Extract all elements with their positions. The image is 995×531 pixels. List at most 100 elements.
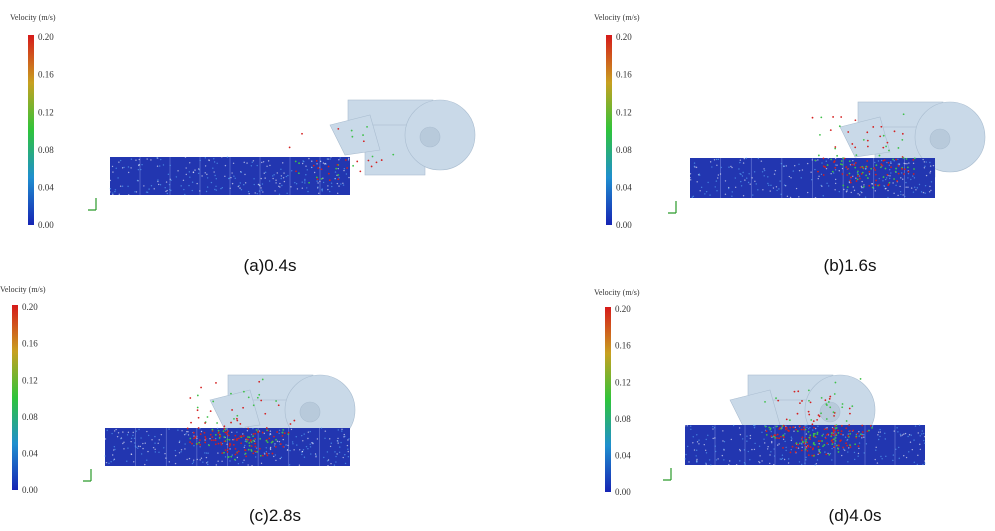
particle	[328, 166, 330, 168]
particle	[312, 443, 313, 444]
particle	[230, 456, 232, 458]
particle	[855, 435, 857, 437]
particle	[142, 448, 143, 449]
particle	[216, 464, 217, 465]
particle	[885, 168, 887, 170]
particle	[910, 179, 911, 180]
particle	[344, 434, 345, 435]
particle	[118, 432, 119, 433]
particle	[825, 437, 827, 439]
particle	[236, 420, 238, 422]
particle	[913, 163, 914, 164]
particle	[216, 189, 217, 190]
particle	[792, 446, 794, 448]
particle	[221, 452, 223, 454]
particle	[833, 430, 835, 432]
particle	[189, 441, 191, 443]
particle	[138, 446, 139, 447]
particle	[774, 437, 776, 439]
particle	[252, 428, 253, 429]
particle	[769, 463, 770, 464]
particle	[266, 440, 268, 442]
particle	[912, 175, 913, 176]
particle	[818, 449, 820, 451]
particle	[186, 431, 187, 432]
particle	[308, 158, 309, 159]
particle	[806, 427, 807, 428]
particle	[907, 166, 909, 168]
particle	[780, 194, 781, 195]
particle	[311, 167, 312, 168]
particle	[212, 401, 214, 403]
particle	[163, 164, 164, 165]
particle	[157, 443, 158, 444]
particle	[921, 191, 922, 192]
particle	[810, 171, 811, 172]
particle	[243, 184, 244, 185]
particle	[817, 459, 818, 460]
particle	[721, 167, 722, 168]
particle	[255, 456, 256, 457]
particle	[240, 182, 241, 183]
particle	[793, 170, 794, 171]
particle	[183, 189, 184, 190]
particle	[859, 194, 860, 195]
particle	[814, 433, 816, 435]
particle	[165, 191, 166, 192]
particle	[128, 172, 129, 173]
particle	[247, 436, 249, 438]
particle	[828, 401, 830, 403]
particle	[781, 459, 782, 460]
particle	[260, 400, 262, 402]
particle	[850, 164, 851, 165]
particle	[144, 464, 145, 465]
particle	[110, 461, 111, 462]
particle	[849, 160, 851, 162]
particle	[814, 444, 816, 446]
particle	[254, 184, 255, 185]
particle	[710, 464, 711, 465]
axis-triad	[668, 201, 676, 213]
particle	[922, 464, 923, 465]
particle	[190, 422, 192, 424]
particle	[925, 185, 926, 186]
particle	[858, 445, 860, 447]
particle	[199, 190, 200, 191]
particle	[236, 418, 238, 420]
particle	[790, 452, 792, 454]
particle	[230, 422, 232, 424]
particle	[776, 437, 778, 439]
particle	[882, 180, 883, 181]
particle	[779, 180, 780, 181]
particle	[187, 431, 188, 432]
particle	[823, 434, 824, 435]
particle	[275, 460, 276, 461]
particle	[840, 116, 842, 118]
particle	[184, 194, 185, 195]
particle	[821, 174, 822, 175]
particle	[134, 442, 135, 443]
particle	[272, 178, 273, 179]
particle	[897, 431, 898, 432]
particle	[830, 159, 832, 161]
particle	[894, 130, 896, 132]
particle	[347, 445, 348, 446]
particle	[179, 440, 180, 441]
particle	[910, 441, 911, 442]
particle	[776, 190, 777, 191]
particle	[885, 456, 886, 457]
caption: (b)1.6s	[824, 256, 877, 275]
particle	[797, 444, 799, 446]
particle	[334, 464, 335, 465]
particle	[346, 167, 348, 169]
particle	[715, 451, 716, 452]
particle	[831, 448, 832, 449]
particle	[853, 186, 854, 187]
particle	[841, 430, 843, 432]
particle	[852, 160, 853, 161]
particle	[878, 439, 879, 440]
particle	[266, 455, 268, 457]
particle	[857, 175, 859, 177]
particle	[327, 465, 328, 466]
particle	[247, 439, 249, 441]
